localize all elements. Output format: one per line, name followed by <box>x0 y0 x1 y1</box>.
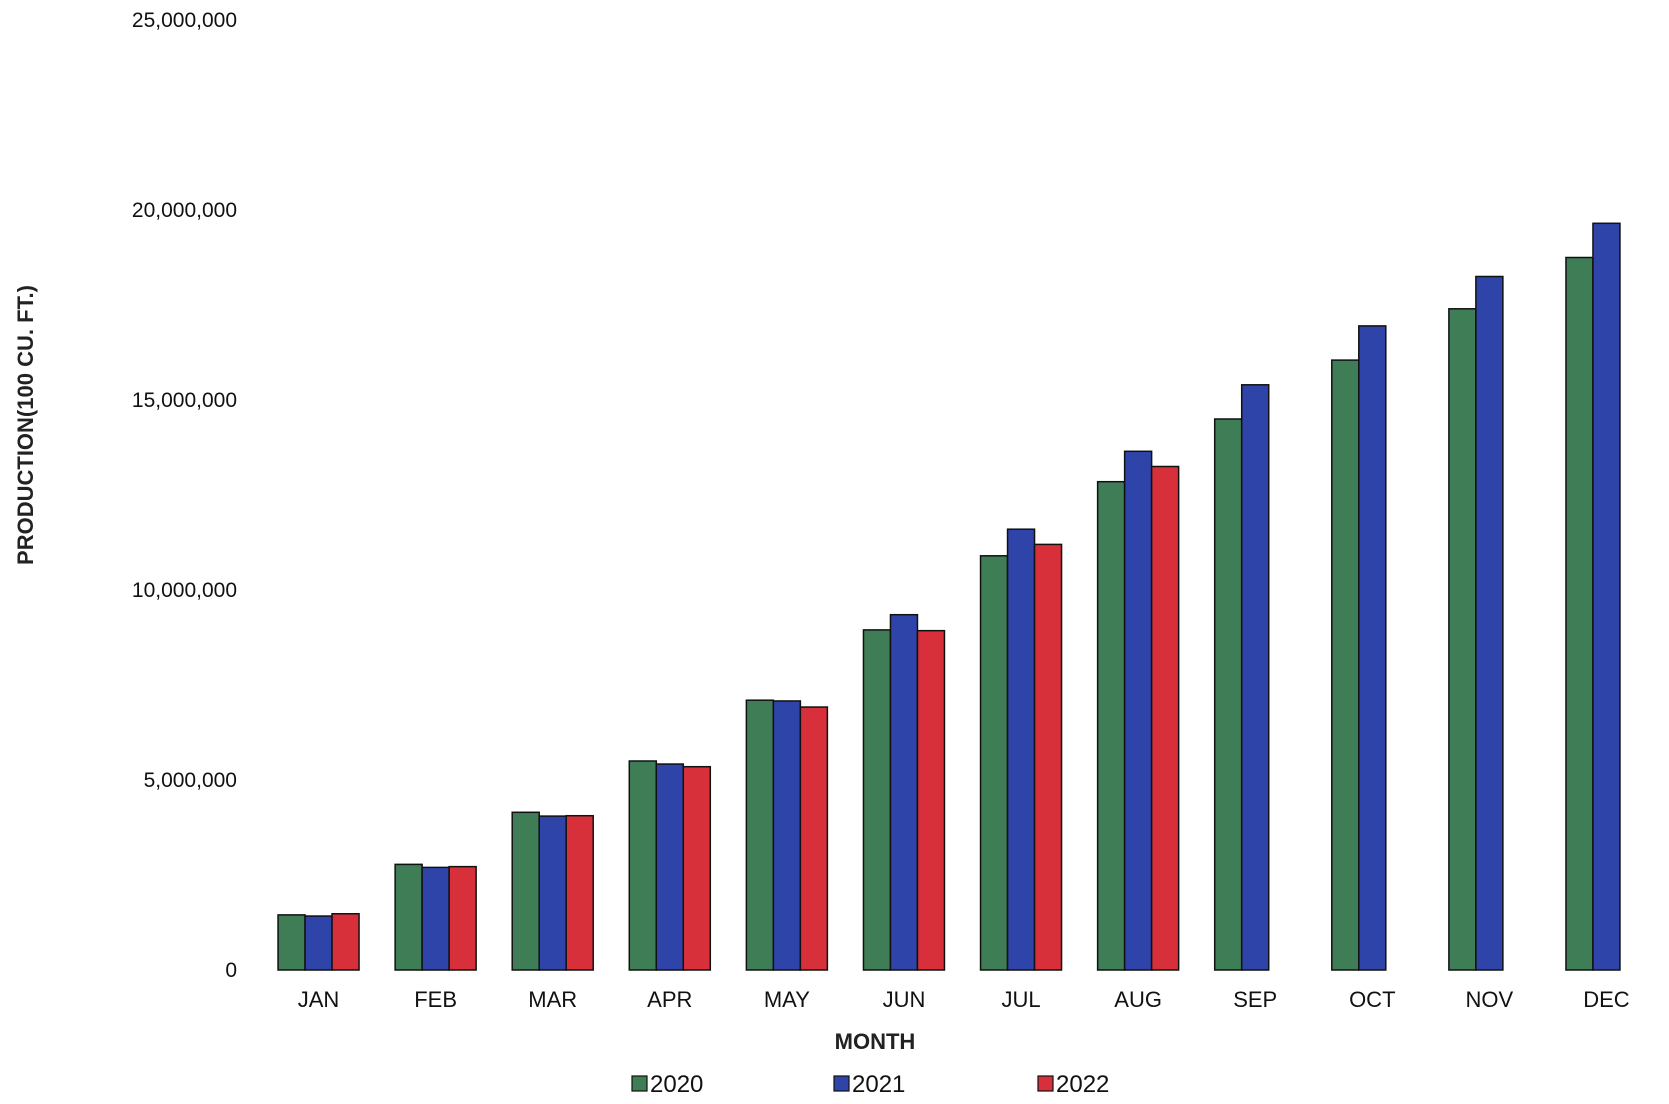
legend-label-2021: 2021 <box>852 1071 905 1098</box>
x-tick-label: NOV <box>1466 987 1514 1012</box>
bar-2022-may <box>799 706 829 971</box>
bar-2020-jul <box>979 555 1009 971</box>
bar-2021-jul <box>1006 528 1036 971</box>
bar-2022-apr <box>682 765 712 971</box>
x-tick-label: DEC <box>1583 987 1630 1012</box>
bar-2021-jun <box>889 613 919 971</box>
y-tick-label: 0 <box>225 959 237 982</box>
bar-2021-mar <box>538 815 567 971</box>
bar-2020-apr <box>628 760 658 971</box>
bar-2021-sep <box>1240 384 1270 971</box>
bar-2021-dec <box>1592 222 1621 971</box>
y-tick-label: 5,000,000 <box>144 769 237 792</box>
y-tick-label: 25,000,000 <box>132 9 237 32</box>
y-tick-label: 10,000,000 <box>132 579 237 602</box>
x-axis-title: MONTH <box>835 1029 916 1054</box>
bar-2020-oct <box>1331 359 1360 971</box>
bar-2022-jun <box>916 629 946 971</box>
legend: 2020 2021 2022 <box>631 1071 1109 1098</box>
x-tick-label: SEP <box>1233 987 1277 1012</box>
x-tick-label: OCT <box>1349 987 1395 1012</box>
legend-swatch-2020 <box>631 1075 648 1092</box>
y-tick-label: 20,000,000 <box>132 199 237 222</box>
bar-2021-oct <box>1358 325 1387 971</box>
legend-swatch-2021 <box>833 1075 850 1092</box>
x-tick-label: JUL <box>1001 987 1040 1012</box>
bars <box>277 222 1621 971</box>
y-axis-ticks: 0 5,000,000 10,000,000 15,000,000 20,000,000… <box>132 9 237 982</box>
y-tick-label: 15,000,000 <box>132 389 237 412</box>
bar-2020-dec <box>1565 256 1594 971</box>
legend-label-2020: 2020 <box>650 1071 703 1098</box>
bar-2020-feb <box>394 863 423 971</box>
legend-swatch-2022 <box>1037 1075 1054 1092</box>
x-tick-label: MAR <box>528 987 577 1012</box>
bar-2020-aug <box>1096 480 1126 971</box>
bar-2021-may <box>772 700 802 971</box>
bar-2022-mar <box>565 814 594 971</box>
bar-2020-nov <box>1448 308 1477 971</box>
bar-2022-jan <box>331 913 360 971</box>
bar-2021-jan <box>304 915 333 971</box>
x-tick-label: FEB <box>414 987 457 1012</box>
x-tick-label: JAN <box>298 987 340 1012</box>
y-axis-title: PRODUCTION(100 CU. FT.) <box>13 285 38 565</box>
x-tick-label: APR <box>647 987 692 1012</box>
bar-2021-apr <box>655 763 685 971</box>
x-axis-ticks: JAN FEB MAR APR MAY JUN JUL AUG SEP OCT NOV DEC <box>298 987 1630 1012</box>
bar-2022-aug <box>1150 465 1180 971</box>
legend-label-2022: 2022 <box>1056 1071 1109 1098</box>
bar-2020-mar <box>511 811 540 971</box>
bar-2020-may <box>745 699 775 971</box>
x-tick-label: JUN <box>883 987 926 1012</box>
bar-2022-jul <box>1033 543 1063 971</box>
bar-2020-jan <box>277 914 306 971</box>
bar-2020-sep <box>1213 418 1243 971</box>
bar-2022-feb <box>448 865 477 971</box>
x-tick-label: AUG <box>1114 987 1162 1012</box>
x-tick-label: MAY <box>764 987 810 1012</box>
bar-2021-nov <box>1475 275 1504 971</box>
bar-2021-aug <box>1123 450 1153 971</box>
bar-2021-feb <box>421 866 450 971</box>
bar-2020-jun <box>862 629 892 971</box>
